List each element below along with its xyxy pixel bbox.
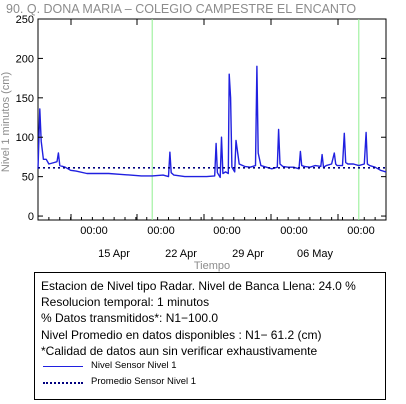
info-line-quality-note: *Calidad de datos aun sin verificar exha… bbox=[41, 343, 318, 358]
x-tick-date-label-2: 29 Apr bbox=[232, 248, 264, 260]
chart-title: 90. Q. DONA MARIA – COLEGIO CAMPESTRE EL… bbox=[6, 2, 356, 16]
x-tick-date-label-3: 06 May bbox=[297, 248, 334, 260]
chart-series bbox=[37, 65, 387, 179]
y-tick-label-5: 250 bbox=[16, 14, 34, 26]
chart: 90. Q. DONA MARIA – COLEGIO CAMPESTRE EL… bbox=[0, 2, 387, 272]
x-tick-time-label-4: 00:00 bbox=[347, 225, 375, 237]
chart-axes bbox=[37, 18, 387, 221]
legend-item-sensor: Nivel Sensor Nivel 1 bbox=[41, 359, 385, 375]
x-tick-time-label-2: 00:00 bbox=[213, 225, 241, 237]
legend-swatch-solid bbox=[43, 366, 83, 368]
info-box: Estacion de Nivel tipo Radar. Nivel de B… bbox=[34, 272, 386, 400]
legend-item-average: Promedio Sensor Nivel 1 bbox=[41, 375, 385, 391]
info-line-transmitted: % Datos transmitidos*: N1−100.0 bbox=[41, 311, 219, 326]
x-tick-time-label-1: 00:00 bbox=[147, 225, 175, 237]
y-tick-label-4: 200 bbox=[16, 53, 34, 65]
y-tick-label-1: 50 bbox=[22, 172, 34, 184]
x-tick-date-label-1: 22 Apr bbox=[165, 248, 197, 260]
plot-frame bbox=[37, 18, 387, 221]
legend-swatch-dotted bbox=[43, 382, 83, 385]
chart-vlines bbox=[151, 19, 360, 220]
x-tick-date-label-0: 15 Apr bbox=[98, 248, 130, 260]
x-tick-time-label-3: 00:00 bbox=[280, 225, 308, 237]
x-axis-label: Tiempo bbox=[194, 260, 230, 272]
y-tick-label-0: 0 bbox=[28, 211, 34, 223]
x-tick-time-label-0: 00:00 bbox=[80, 225, 108, 237]
y-tick-label-3: 150 bbox=[16, 93, 34, 105]
info-line-resolution: Resolucion temporal: 1 minutos bbox=[41, 295, 210, 310]
legend-label-sensor: Nivel Sensor Nivel 1 bbox=[91, 360, 177, 372]
y-axis-label: Nivel 1 minutos (cm) bbox=[0, 72, 12, 172]
legend-label-average: Promedio Sensor Nivel 1 bbox=[91, 376, 197, 388]
series-line-0 bbox=[37, 65, 387, 179]
info-line-station: Estacion de Nivel tipo Radar. Nivel de B… bbox=[41, 279, 356, 293]
y-tick-label-2: 100 bbox=[16, 132, 34, 144]
info-line-average: Nivel Promedio en datos disponibles : N1… bbox=[41, 327, 322, 342]
chart-ticks: 0 50 100 150 200 250 00:00 00:00 00:00 00:00 00:00… bbox=[16, 14, 387, 260]
